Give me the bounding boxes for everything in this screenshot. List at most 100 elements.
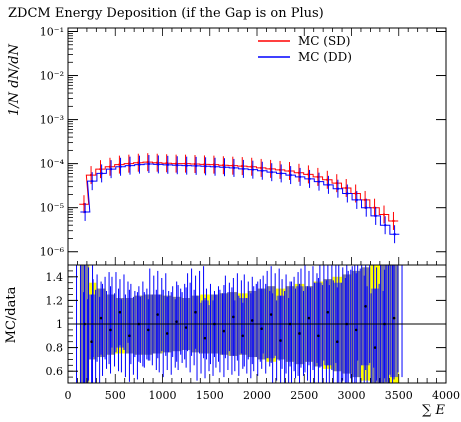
top-data-point bbox=[279, 172, 283, 175]
top-data-point bbox=[241, 164, 244, 168]
top-data-point bbox=[373, 206, 376, 209]
top-data-point bbox=[231, 164, 235, 167]
top-data-point bbox=[278, 168, 282, 172]
top-data-point bbox=[393, 233, 396, 236]
dd-data-point bbox=[99, 316, 103, 320]
top-data-point bbox=[346, 192, 349, 195]
top-data-point bbox=[261, 169, 264, 172]
dd-data-point bbox=[317, 334, 320, 338]
bottom-x-tick-label: 0 bbox=[65, 389, 72, 402]
bottom-x-tick-label: 500 bbox=[105, 389, 126, 402]
top-data-point bbox=[213, 165, 217, 168]
dd-data-point bbox=[232, 315, 235, 319]
top-data-point bbox=[297, 171, 301, 174]
top-y-tick-label: 10⁻⁶ bbox=[40, 246, 65, 259]
top-data-point bbox=[327, 183, 330, 187]
dd-data-point bbox=[392, 316, 396, 320]
dd-data-point bbox=[364, 305, 367, 308]
top-data-point bbox=[99, 167, 102, 171]
bottom-y-tick-label: 1.2 bbox=[46, 294, 64, 307]
top-data-point bbox=[137, 161, 140, 164]
top-data-point bbox=[184, 162, 187, 165]
top-y-tick-label: 10⁻³ bbox=[40, 114, 64, 127]
top-data-point bbox=[212, 163, 216, 166]
top-data-point bbox=[363, 198, 367, 202]
bottom-x-tick-label: 2000 bbox=[243, 389, 271, 402]
top-data-point bbox=[222, 164, 225, 167]
top-data-point bbox=[355, 198, 358, 202]
top-y-axis-label: 1/N dN/dN bbox=[7, 43, 22, 116]
dd-data-point bbox=[147, 328, 150, 332]
top-data-point bbox=[109, 167, 113, 171]
top-data-point bbox=[250, 165, 253, 168]
bottom-y-tick-label: 1 bbox=[56, 318, 63, 331]
bottom-y-tick-label: 0.6 bbox=[46, 365, 64, 378]
chart-title: ZDCM Energy Deposition (if the Gap is on… bbox=[8, 6, 324, 21]
top-data-point bbox=[307, 173, 310, 176]
top-panel: 10⁻⁶ 10⁻⁵ 10⁻⁴ 10⁻³ 10⁻² 10⁻¹ 1/N dN/dN MC (S… bbox=[7, 25, 447, 266]
top-data-point bbox=[345, 186, 348, 190]
bottom-x-tick-label: 1500 bbox=[196, 389, 224, 402]
bottom-x-tick-label: 4000 bbox=[432, 389, 460, 402]
top-data-point bbox=[203, 163, 206, 166]
dd-data-point bbox=[336, 340, 339, 344]
top-data-point bbox=[336, 187, 340, 190]
top-data-point bbox=[270, 170, 273, 174]
dd-data-point bbox=[90, 340, 93, 344]
dd-data-point bbox=[165, 332, 169, 335]
top-data-point bbox=[185, 164, 188, 167]
top-data-point bbox=[138, 163, 141, 166]
bottom-x-tick-label: 3500 bbox=[385, 389, 413, 402]
legend-label-sd: MC (SD) bbox=[298, 34, 351, 48]
dd-data-point bbox=[203, 336, 207, 340]
top-data-point bbox=[365, 206, 368, 209]
top-data-point bbox=[100, 172, 103, 175]
top-data-point bbox=[269, 167, 272, 171]
top-data-point bbox=[289, 173, 292, 177]
dd-data-point bbox=[184, 326, 188, 329]
top-data-point bbox=[146, 160, 149, 164]
top-data-point bbox=[118, 163, 121, 166]
dd-data-point bbox=[109, 328, 112, 332]
dd-data-point bbox=[260, 327, 264, 331]
top-plot-frame bbox=[67, 27, 447, 266]
dd-data-point bbox=[250, 319, 254, 322]
dd-data-point bbox=[307, 316, 311, 320]
bottom-y-axis-label: MC/data bbox=[4, 286, 19, 343]
top-data-point bbox=[166, 163, 169, 167]
top-data-point bbox=[288, 169, 291, 173]
top-data-point bbox=[382, 213, 386, 216]
bottom-x-tick-label: 2500 bbox=[290, 389, 318, 402]
bottom-y-tick-label: 0.8 bbox=[46, 342, 64, 355]
dd-data-point bbox=[128, 334, 131, 338]
top-data-point bbox=[298, 175, 302, 179]
top-data-point bbox=[317, 180, 321, 183]
legend-label-dd: MC (DD) bbox=[298, 50, 352, 64]
top-data-point bbox=[326, 178, 329, 181]
top-data-point bbox=[251, 168, 255, 171]
top-data-point bbox=[89, 173, 93, 177]
dd-data-point bbox=[118, 310, 122, 314]
bottom-x-tick-label: 1000 bbox=[149, 389, 177, 402]
top-data-point bbox=[383, 224, 387, 227]
top-data-point bbox=[335, 181, 338, 185]
top-data-point bbox=[259, 166, 263, 170]
top-data-point bbox=[316, 175, 320, 179]
dd-data-point bbox=[326, 310, 330, 314]
top-data-point bbox=[374, 214, 377, 218]
top-data-point bbox=[204, 165, 207, 168]
top-data-point bbox=[242, 167, 245, 171]
bottom-panel: 0.6 0.8 1 1.2 1.4 0 500 1000 1500 2000 2500 3000 350… bbox=[4, 264, 460, 418]
dd-data-point bbox=[222, 329, 226, 333]
dd-data-point bbox=[194, 310, 197, 314]
legend: MC (SD) MC (DD) bbox=[258, 34, 352, 64]
top-y-tick-label: 10⁻¹ bbox=[40, 25, 64, 38]
top-data-point bbox=[354, 192, 357, 195]
top-data-point bbox=[392, 219, 395, 223]
dd-data-point bbox=[354, 328, 358, 332]
top-data-point bbox=[90, 179, 94, 183]
top-data-point bbox=[147, 162, 151, 166]
top-data-point bbox=[194, 164, 198, 168]
top-data-point bbox=[176, 164, 179, 167]
